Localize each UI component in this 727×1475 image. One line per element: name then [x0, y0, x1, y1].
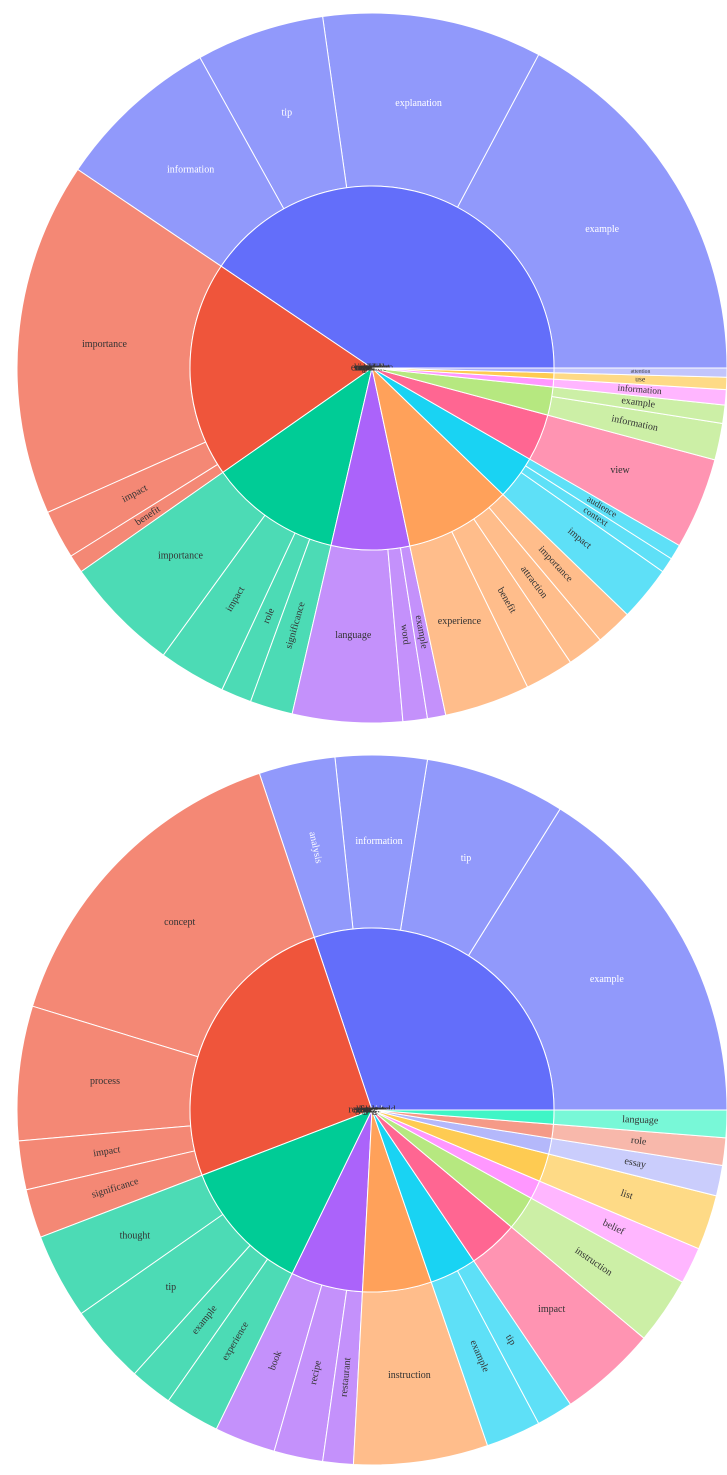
child-label: concept [164, 917, 195, 928]
child-label: importance [158, 550, 204, 561]
sunburst: exampletipinformationanalysisprovideconc… [16, 754, 727, 1466]
parent-segment [313, 927, 555, 1111]
child-label: tip [166, 1282, 177, 1293]
child-label: importance [82, 339, 128, 350]
child-label: recipe [308, 1359, 324, 1386]
child-label: process [90, 1076, 120, 1087]
parent-segment [201, 1109, 374, 1275]
child-label: tip [461, 853, 472, 864]
parent-label: incorporate [361, 366, 383, 371]
child-label: word [398, 624, 411, 646]
parent-label: pay [369, 365, 375, 370]
child-label: example [621, 395, 657, 410]
child-label: list [619, 1188, 634, 1202]
parent-segment [371, 367, 555, 374]
child-label: explanation [395, 98, 442, 109]
child-label: information [355, 836, 402, 847]
parent-segment [189, 936, 373, 1176]
child-label: impact [92, 1144, 121, 1159]
child-label: tip [282, 108, 293, 119]
parent-segment [222, 366, 373, 546]
child-label: view [610, 465, 630, 476]
child-label: use [635, 374, 646, 383]
child-label: information [617, 383, 662, 398]
child-label: information [167, 164, 214, 175]
parent-segment [371, 366, 504, 547]
child-label: language [335, 630, 372, 641]
child-label: role [630, 1135, 647, 1148]
parent-label: view [364, 1104, 381, 1114]
parent-label: use [366, 1104, 378, 1114]
parent-segment [371, 1109, 555, 1125]
child-label: example [585, 224, 619, 235]
child-label: essay [623, 1156, 646, 1171]
sunburst: exampleexplanationtipinformationprovidei… [16, 12, 727, 724]
child-label: restaurant [339, 1357, 354, 1398]
child-label: language [622, 1114, 659, 1126]
child-label: impact [538, 1304, 565, 1315]
parent-segment [189, 265, 373, 474]
parent-segment [220, 185, 555, 369]
child-label: attention [631, 369, 651, 375]
child-label: experience [438, 616, 482, 627]
parent-label: ask [369, 365, 374, 370]
child-label: example [590, 974, 624, 985]
child-label: tip [503, 1333, 518, 1348]
child-label: thought [120, 1230, 151, 1241]
child-label: instruction [388, 1370, 431, 1381]
